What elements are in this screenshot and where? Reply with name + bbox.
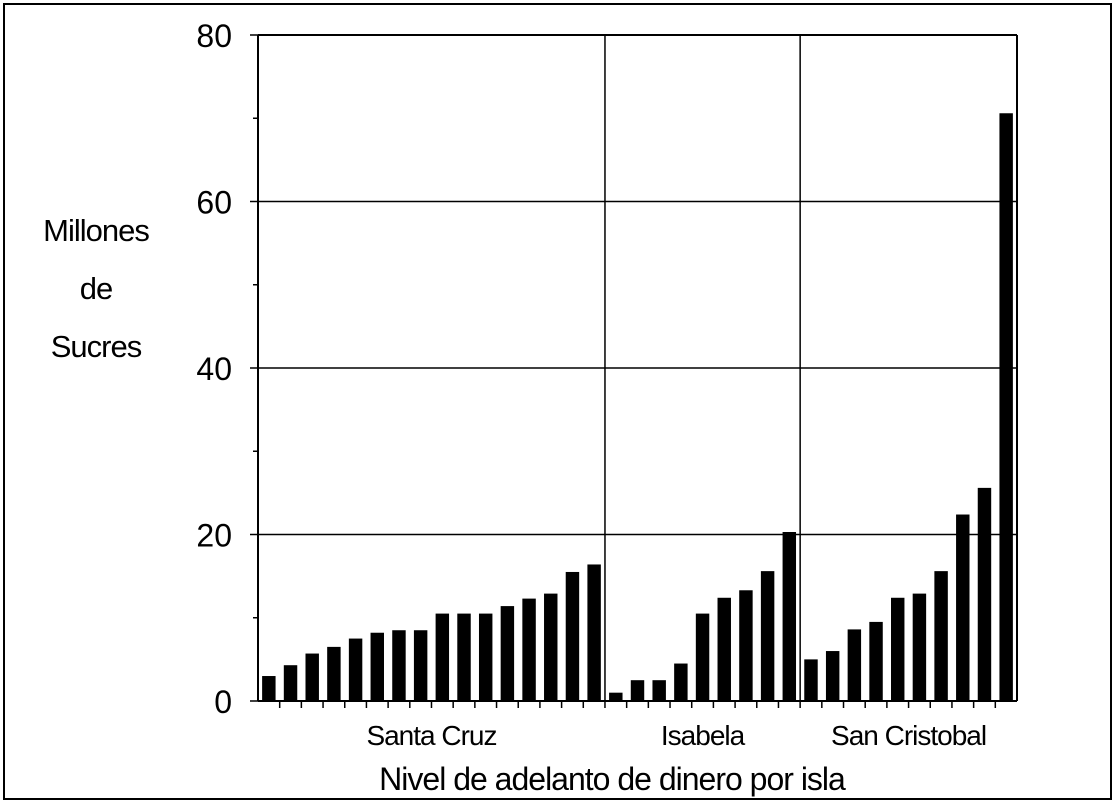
- group-label: Santa Cruz: [366, 720, 496, 751]
- bar: [283, 665, 298, 701]
- y-ticks: [250, 34, 258, 702]
- bar: [609, 692, 623, 701]
- group-labels: Santa Cruz Isabela San Cristobal: [366, 720, 987, 751]
- bar: [782, 532, 797, 701]
- bar: [847, 629, 862, 701]
- bar: [956, 514, 970, 701]
- bar: [760, 571, 775, 701]
- y-tick-label: 60: [196, 185, 232, 221]
- bar: [478, 613, 493, 701]
- gridlines: [258, 200, 1017, 536]
- bar: [327, 646, 341, 701]
- outer-border: [3, 3, 1112, 800]
- group-label: Isabela: [661, 720, 746, 751]
- bar: [587, 564, 601, 701]
- y-axis-label-line-3: Sucres: [51, 329, 142, 364]
- group-separators: [604, 35, 801, 701]
- bar: [457, 613, 471, 701]
- bar: [630, 680, 645, 701]
- bar: [392, 630, 406, 701]
- bar: [674, 663, 688, 701]
- bar: [544, 593, 558, 701]
- bar: [413, 630, 428, 701]
- y-axis-label-line-2: de: [80, 271, 112, 306]
- bar: [348, 638, 363, 701]
- bar: [262, 676, 276, 701]
- x-axis-label: Nivel de adelanto de dinero por isla: [379, 761, 846, 797]
- y-tick-label: 20: [196, 518, 232, 554]
- y-tick-labels: 0 20 40 60 80: [196, 18, 232, 720]
- y-tick-label: 40: [196, 351, 232, 387]
- y-tick-label: 0: [214, 684, 232, 720]
- bar: [652, 680, 666, 701]
- group-label: San Cristobal: [831, 720, 986, 751]
- bar: [695, 613, 710, 701]
- bar: [912, 593, 927, 701]
- bar: [977, 487, 992, 701]
- bar: [891, 597, 905, 701]
- bar: [305, 653, 319, 701]
- bar: [500, 606, 515, 701]
- bar: [565, 571, 580, 701]
- bar: [522, 598, 536, 701]
- bar: [435, 613, 450, 701]
- x-ticks: [278, 701, 997, 708]
- bar: [869, 621, 883, 701]
- bar: [934, 571, 948, 701]
- bar: [739, 590, 753, 701]
- bar: [370, 632, 384, 701]
- bar: [717, 597, 731, 701]
- bar: [999, 113, 1013, 701]
- bars: [262, 113, 1013, 701]
- y-tick-label: 80: [196, 18, 232, 54]
- y-axis-label-line-1: Millones: [43, 213, 149, 248]
- bar: [825, 651, 840, 701]
- bar: [804, 659, 818, 701]
